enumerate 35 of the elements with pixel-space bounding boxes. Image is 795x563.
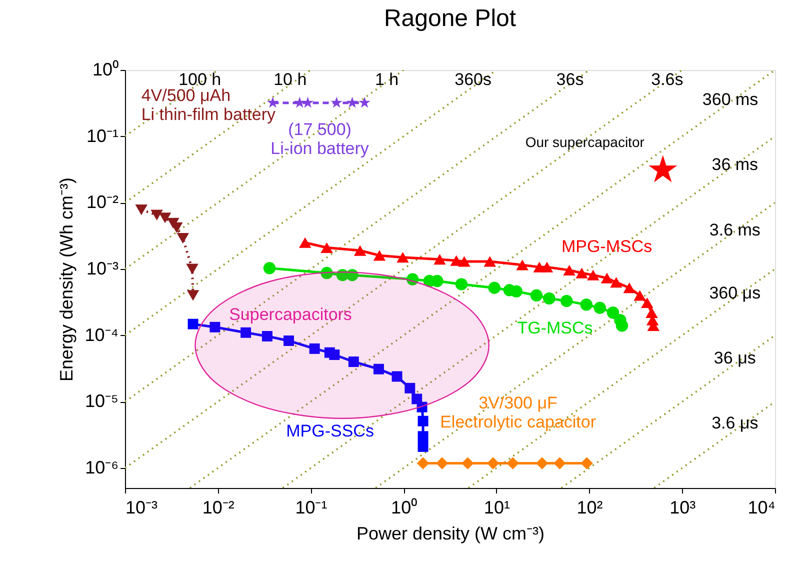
chart-title: Ragone Plot xyxy=(384,5,516,32)
y-axis-title: Energy density (Wh cm⁻³) xyxy=(56,177,77,382)
annotation: 3.6s xyxy=(651,70,684,89)
series-label: TG-MSCs xyxy=(517,318,593,338)
series-label: 3V/300 μF Electrolytic capacitor xyxy=(440,393,596,432)
annotation: 10 h xyxy=(274,70,307,89)
annotation: 1 h xyxy=(374,70,399,89)
x-tick-label: 10⁻¹ xyxy=(295,498,328,518)
annotation: 3.6 μs xyxy=(712,413,758,432)
annotation: 360 ms xyxy=(702,90,758,110)
y-tick-label: 10⁻⁴ xyxy=(84,324,118,345)
y-tick-label: 10⁻² xyxy=(86,192,119,212)
annotation: 3.6 ms xyxy=(709,220,760,240)
x-tick-label: 10⁰ xyxy=(391,498,418,518)
y-tick-label: 10⁻⁵ xyxy=(85,391,118,412)
series-label: Our supercapacitor xyxy=(525,134,645,150)
y-tick-label: 10⁻⁶ xyxy=(85,458,118,478)
x-tick-label: 10³ xyxy=(670,498,696,518)
text: MPG-SSCs xyxy=(286,422,374,441)
series-label: Supercapacitors xyxy=(229,305,352,324)
series-label: MPG-MSCs xyxy=(561,237,652,256)
annotation: 360s xyxy=(454,70,492,89)
annotation: 360 μs xyxy=(709,283,761,302)
x-axis-title: Power density (W cm⁻³) xyxy=(356,524,545,544)
annotation: 36s xyxy=(556,70,584,89)
annotation: 36 μs xyxy=(714,348,756,368)
y-tick-label: 10⁻¹ xyxy=(86,126,119,146)
x-tick-label: 10⁻³ xyxy=(126,498,158,518)
x-tick-label: 10⁴ xyxy=(748,498,776,518)
y-tick-label: 10⁻³ xyxy=(86,258,119,279)
x-tick-label: 10⁻² xyxy=(202,498,234,518)
x-tick-label: 10¹ xyxy=(484,498,510,518)
x-tick-label: 10² xyxy=(576,498,603,518)
annotation: 36 ms xyxy=(712,154,758,174)
y-tick-label: 10⁰ xyxy=(92,60,118,80)
